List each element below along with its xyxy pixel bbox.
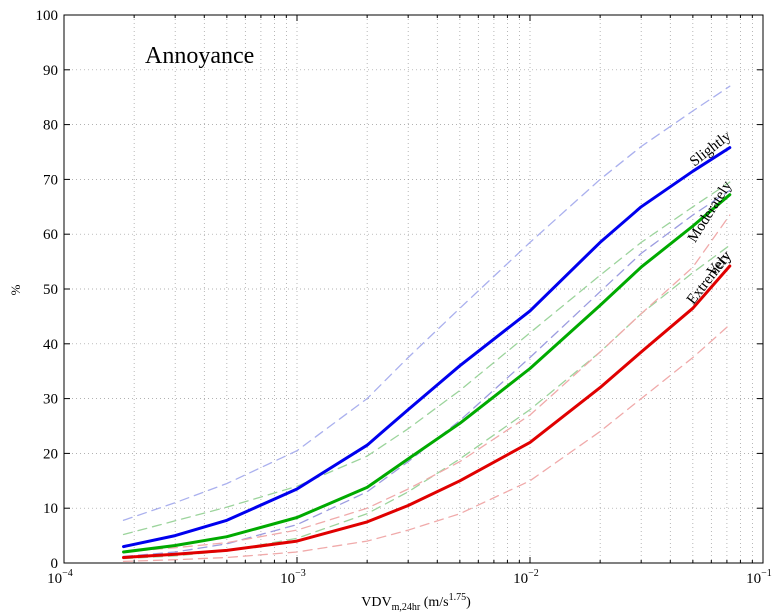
- y-tick-label: 30: [43, 392, 58, 408]
- series-line-dashed: [122, 181, 731, 536]
- x-label-unit-post: ): [466, 595, 471, 610]
- series-label: Extremely: [684, 248, 735, 307]
- x-label-unit-exp: 1.75: [449, 592, 467, 603]
- y-tick-label: 80: [43, 118, 58, 134]
- y-tick-label: 100: [36, 8, 59, 24]
- y-tick-label: 70: [43, 172, 58, 188]
- y-tick-label: 50: [43, 282, 58, 298]
- y-tick-label: 60: [43, 227, 58, 243]
- x-axis-label: VDVm,24hr (m/s1.75): [361, 592, 471, 613]
- series-line-dashed: [122, 214, 731, 553]
- series-line-dashed: [122, 189, 731, 558]
- series-line-dashed: [122, 244, 731, 560]
- y-tick-label: 20: [43, 446, 58, 462]
- ticks: 0 10 20 30 40 50 60 70 80 90 100 10−4 10−3 10−2 10−1: [36, 8, 772, 587]
- series-line-dashed: [122, 323, 731, 563]
- y-tick-label: 10: [43, 501, 58, 517]
- series-line-dashed: [122, 85, 731, 521]
- grid: [64, 15, 763, 563]
- series-lines: [122, 85, 732, 563]
- y-tick-label: 90: [43, 63, 58, 79]
- x-label-unit-pre: (m/s: [420, 595, 448, 610]
- y-tick-label: 40: [43, 337, 58, 353]
- y-tick-label: 0: [51, 556, 59, 572]
- chart-annotation: Annoyance: [145, 43, 254, 69]
- x-label-main: VDV: [361, 595, 391, 610]
- x-label-sub: m,24hr: [392, 602, 421, 613]
- x-tick-label: 10−2: [513, 568, 539, 587]
- series-line-solid: [122, 264, 732, 559]
- x-tick-label: 10−1: [746, 568, 772, 587]
- x-tick-label: 10−3: [280, 568, 306, 587]
- y-axis-label: %: [8, 284, 23, 295]
- series-line-solid: [122, 193, 732, 554]
- series-line-solid: [122, 146, 732, 549]
- x-tick-label: 10−4: [47, 568, 73, 587]
